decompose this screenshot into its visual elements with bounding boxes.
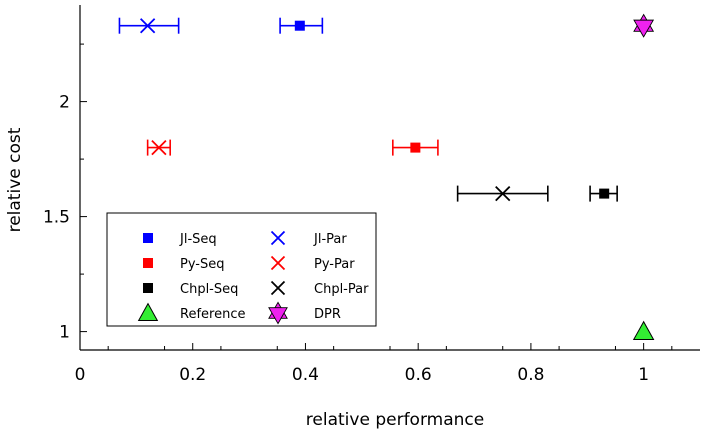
legend-label: DPR — [314, 307, 341, 322]
x-marker — [270, 255, 286, 271]
legend-label: Chpl-Par — [314, 282, 369, 297]
triangle-marker — [632, 320, 655, 341]
data-point-dpr — [633, 13, 655, 38]
legend-entry-chpl-seq: Chpl-Seq — [143, 282, 238, 297]
y-axis-label: relative cost — [5, 127, 25, 232]
legend-entry-chpl-par: Chpl-Par — [270, 280, 369, 297]
axes: 0 0.2 0.4 0.6 0.8 1 1 1.5 2 — [43, 5, 700, 385]
y-tick-label: 1 — [59, 323, 70, 343]
legend-label: Chpl-Seq — [180, 282, 238, 297]
x-tick-label: 0.2 — [179, 365, 206, 385]
x-tick-label: 1 — [638, 365, 649, 385]
x-tick-label: 0.6 — [405, 365, 432, 385]
x-tick-label: 0.8 — [517, 365, 544, 385]
legend-label: Reference — [180, 307, 245, 322]
legend-label: Jl-Par — [313, 232, 347, 247]
data-point-py-par — [146, 139, 171, 156]
data-point-jl-seq — [279, 17, 324, 34]
triangle-marker — [137, 302, 159, 321]
data-point-reference — [632, 320, 655, 341]
square-marker — [410, 142, 421, 153]
legend-box — [106, 212, 377, 327]
x-axis-label: relative performance — [306, 410, 484, 430]
legend-entry-jl-par: Jl-Par — [270, 230, 347, 247]
x-marker — [270, 230, 286, 246]
x-marker — [270, 280, 286, 296]
legend-entry-py-seq: Py-Seq — [143, 257, 225, 272]
data-point-chpl-seq — [589, 185, 618, 202]
legend-label: Py-Par — [314, 257, 355, 272]
star-marker-down — [633, 19, 655, 38]
x-tick-label: 0 — [75, 365, 86, 385]
legend-label: Py-Seq — [180, 257, 225, 272]
x-marker — [151, 139, 167, 156]
legend: Jl-Seq Jl-Par Py-Seq Py-Par Chpl-Seq Chpl-Par… — [106, 212, 377, 327]
data-point-py-seq — [392, 139, 439, 156]
data-marks — [118, 13, 655, 341]
square-marker — [599, 188, 610, 199]
y-tick-label: 1.5 — [43, 208, 70, 228]
legend-entry-py-par: Py-Par — [270, 255, 355, 272]
legend-entry-dpr: DPR — [268, 301, 341, 325]
legend-entry-reference: Reference — [137, 302, 245, 322]
y-tick-label: 2 — [59, 93, 70, 113]
square-marker — [143, 283, 153, 293]
square-marker — [294, 20, 305, 31]
x-marker — [495, 185, 511, 202]
x-marker — [139, 18, 156, 34]
square-marker — [143, 258, 153, 268]
star-marker-down — [268, 307, 288, 325]
data-point-jl-par — [118, 17, 180, 34]
legend-label: Jl-Seq — [179, 232, 217, 247]
square-marker — [143, 233, 153, 243]
x-tick-label: 0.4 — [292, 365, 319, 385]
legend-entry-jl-seq: Jl-Seq — [143, 232, 217, 247]
data-point-chpl-par — [456, 185, 549, 202]
